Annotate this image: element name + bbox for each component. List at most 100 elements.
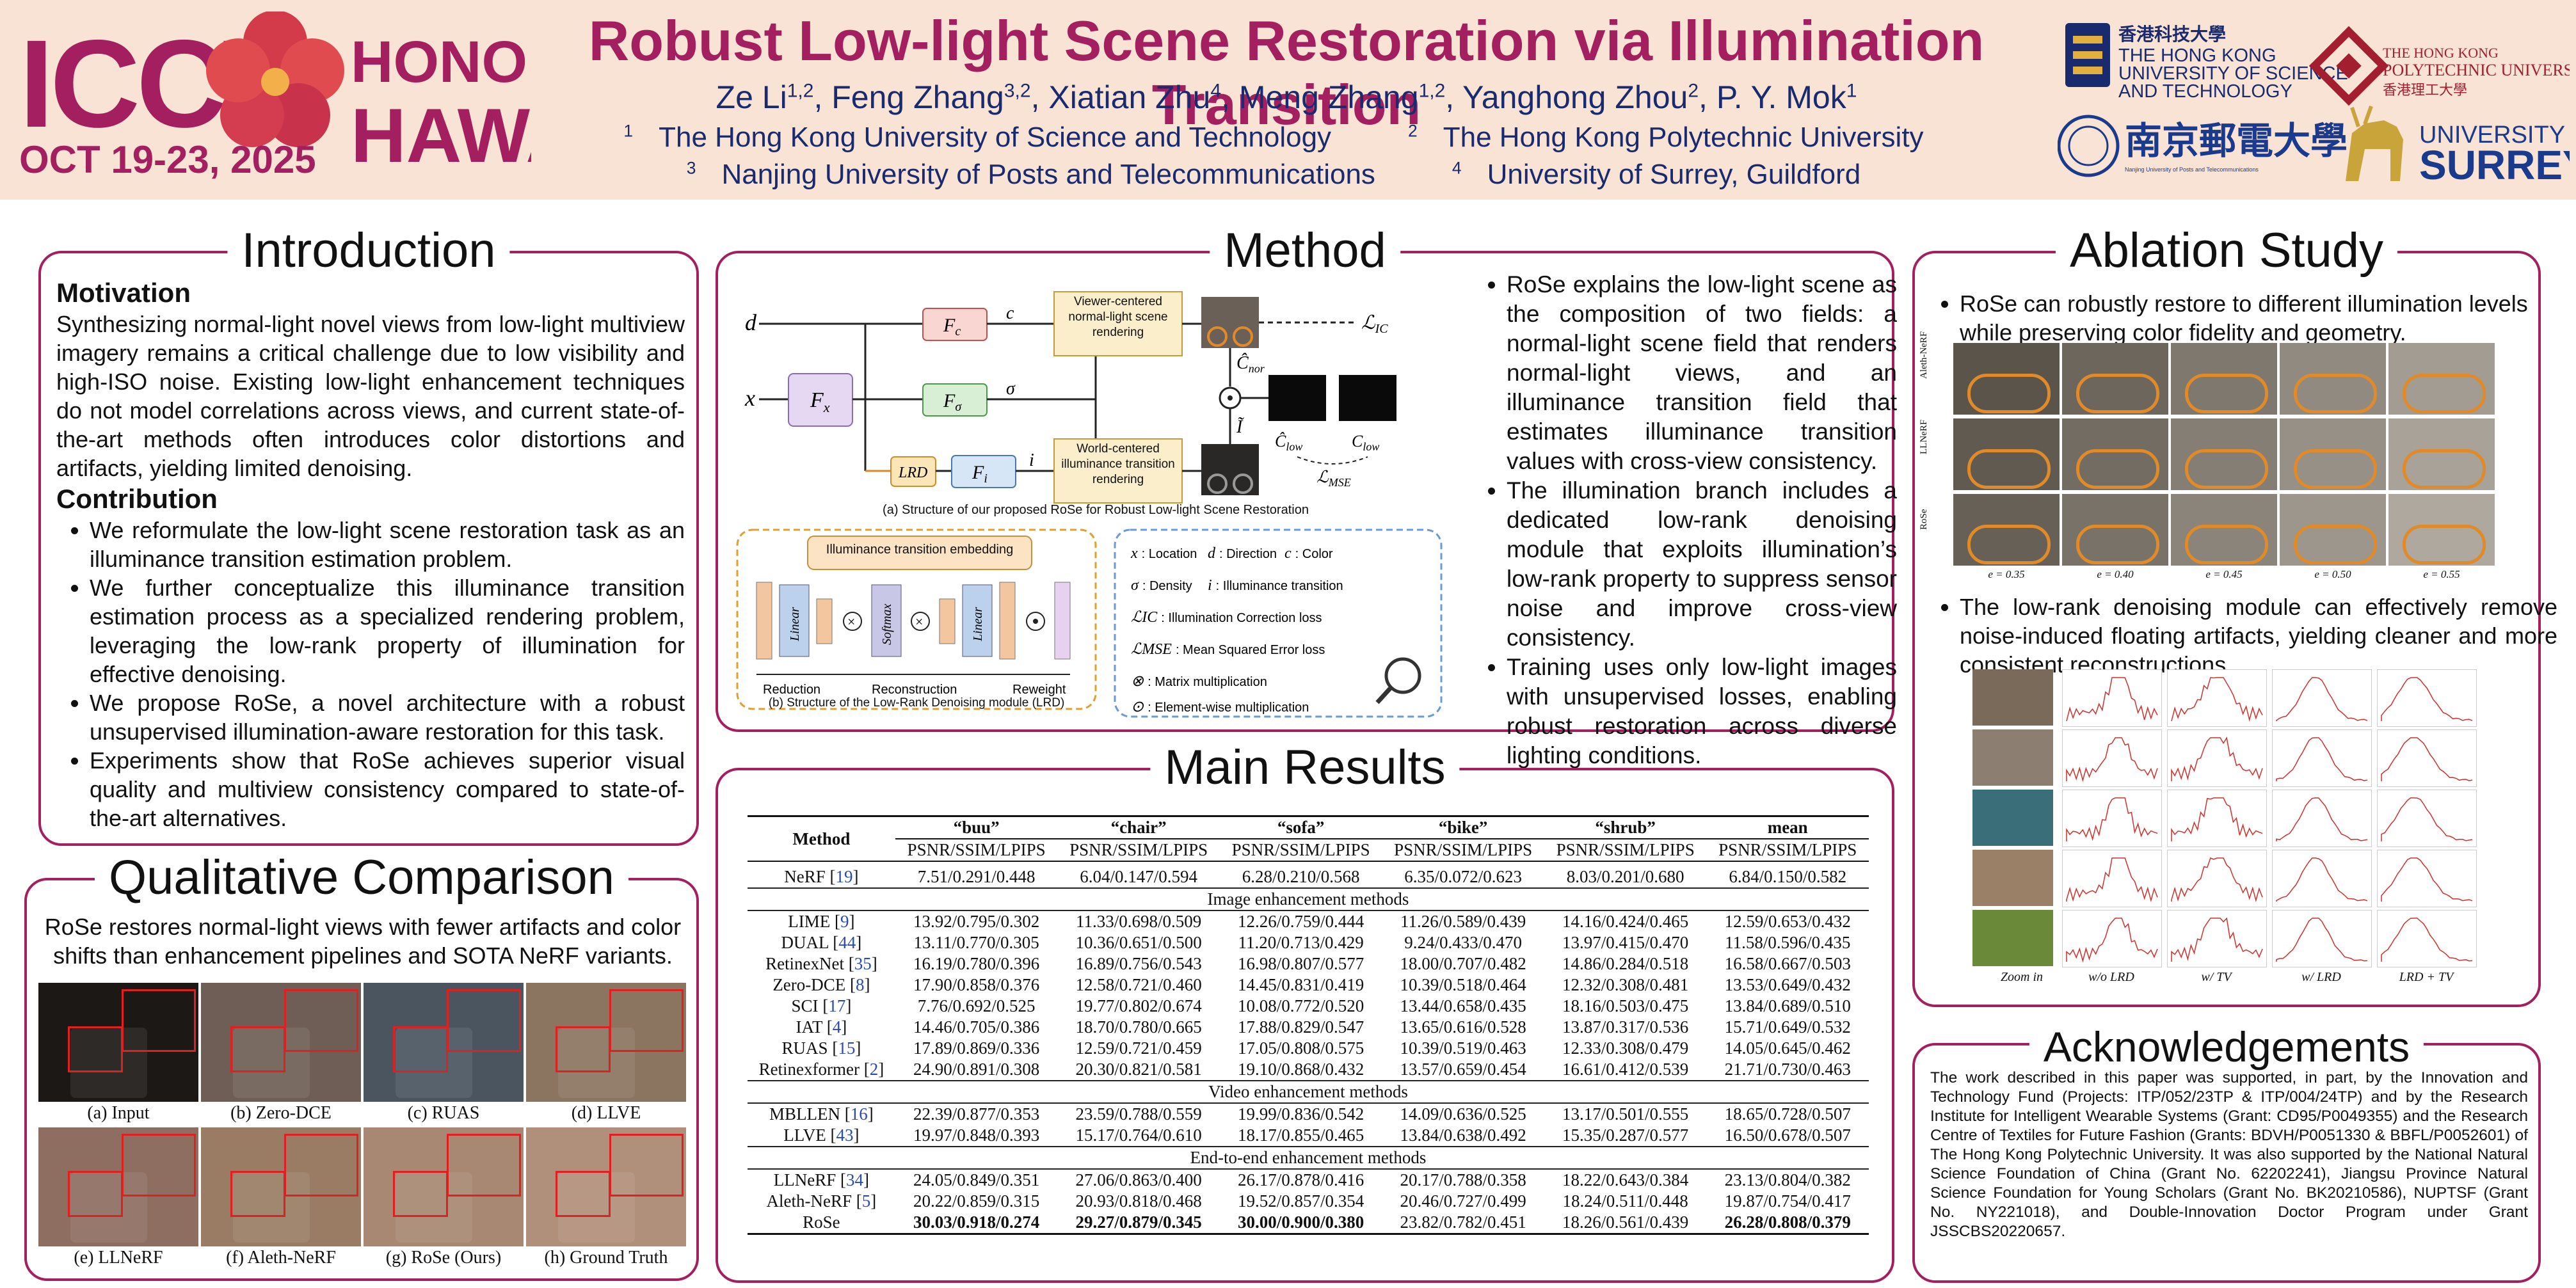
zoom-box	[284, 1134, 358, 1197]
table-cell: 19.87/0.754/0.417	[1724, 1191, 1851, 1211]
svg-text:THE HONG KONG: THE HONG KONG	[2383, 45, 2499, 61]
table-cell: 24.90/0.891/0.308	[913, 1060, 1040, 1079]
table-cell: 11.26/0.589/0.439	[1400, 912, 1526, 931]
svg-text:ℒMSE: ℒMSE	[1316, 468, 1351, 489]
bike-shape	[2076, 374, 2159, 413]
contribution-heading: Contribution	[56, 484, 218, 514]
citation-link[interactable]: 34	[846, 1170, 864, 1189]
qualitative-title: Qualitative Comparison	[95, 847, 628, 909]
svg-text:Fi: Fi	[972, 462, 988, 486]
table-cell: 6.35/0.072/0.623	[1404, 867, 1523, 886]
table-method-cell: LIME [9]	[788, 912, 855, 931]
metric-header: PSNR/SSIM/LPIPS	[1231, 840, 1370, 859]
citation-link[interactable]: 2	[869, 1060, 879, 1079]
author: Meng Zhang1,2	[1239, 79, 1445, 115]
poster-title: Robust Low-light Scene Restoration via I…	[588, 9, 1985, 136]
table-row: RoSe 30.03/0.918/0.274 29.27/0.879/0.345 30…	[748, 1212, 1869, 1234]
svg-text:Ĩ: Ĩ	[1236, 417, 1244, 437]
table-cell: 17.05/0.808/0.575	[1238, 1038, 1364, 1058]
table-section-label: Image enhancement methods	[748, 887, 1869, 911]
svg-text:Ĉlow: Ĉlow	[1275, 432, 1302, 453]
citation-link[interactable]: 4	[832, 1017, 842, 1037]
svg-text:Reweight: Reweight	[1012, 683, 1066, 697]
ablation-image	[2171, 494, 2277, 566]
ablation-image	[2388, 494, 2495, 566]
method-panel: Method d x Fx LRD Fc Fσ Fi c σ	[716, 220, 1897, 768]
table-cell: 6.84/0.150/0.582	[1729, 867, 1847, 886]
zoom-box	[68, 1171, 123, 1217]
contribution-list: We reformulate the low-light scene resto…	[56, 516, 685, 832]
ablation-image	[2388, 418, 2495, 490]
comparison-image	[38, 983, 198, 1102]
table-cell: 13.87/0.317/0.536	[1562, 1017, 1689, 1037]
table-cell: 8.03/0.201/0.680	[1566, 867, 1684, 886]
method-bullet: The illumination branch includes a dedic…	[1507, 476, 1897, 653]
table-method-cell: MBLLEN [16]	[769, 1104, 874, 1124]
density-plot	[2062, 850, 2162, 907]
table-cell: 10.36/0.651/0.500	[1075, 933, 1202, 952]
motivation-heading: Motivation	[56, 278, 191, 308]
citation-link[interactable]: 35	[854, 954, 872, 973]
acknowledgements-text: The work described in this paper was sup…	[1930, 1069, 2528, 1240]
poster-header: ICCV HONOLULU HAWAII OCT 19-23, 2025 Rob…	[0, 0, 2576, 200]
author-name: P. Y. Mok	[1716, 79, 1846, 115]
comparison-caption: (d) LLVE	[571, 1103, 641, 1123]
density-curve	[2066, 857, 2158, 903]
table-cell: 16.50/0.678/0.507	[1724, 1125, 1851, 1145]
svg-text:AND TECHNOLOGY: AND TECHNOLOGY	[2118, 81, 2292, 102]
table-cell: 16.98/0.807/0.577	[1238, 954, 1364, 973]
affiliation: 2 The Hong Kong Polytechnic University	[1408, 121, 1924, 153]
lrd-column-label: w/ TV	[2201, 970, 2232, 984]
author-list: Ze Li1,2, Feng Zhang3,2, Xiatian Zhu4, M…	[716, 79, 1857, 115]
author: Feng Zhang3,2	[831, 79, 1030, 115]
density-curve	[2381, 677, 2473, 721]
comparison-image	[201, 1127, 361, 1246]
author-name: Ze Li	[716, 79, 787, 115]
citation-link[interactable]: 9	[840, 912, 849, 931]
table-cell: 30.03/0.918/0.274	[913, 1212, 1040, 1232]
citation-link[interactable]: 43	[836, 1125, 854, 1145]
ablation-image	[1953, 418, 2060, 490]
svg-text:x: x	[744, 385, 755, 411]
table-section-label: End-to-end enhancement methods	[748, 1146, 1869, 1170]
table-cell: 11.33/0.698/0.509	[1075, 912, 1202, 931]
bike-shape	[2076, 449, 2159, 489]
author-affiliation-mark: 2	[1688, 80, 1699, 101]
zoom-box	[122, 1134, 196, 1197]
table-cell: 20.93/0.818/0.468	[1075, 1191, 1202, 1211]
qualitative-grid: (a) Input (b) Zero-DCE (c) RUAS (d) LLVE (e)…	[38, 983, 689, 1277]
scene-chair	[558, 1172, 635, 1243]
e-level-label: e = 0.35	[1988, 568, 2025, 580]
legend-item: ℒMSE : Mean Squared Error loss	[1131, 641, 1325, 658]
ablation-image	[2062, 418, 2168, 490]
e-level-label: e = 0.50	[2314, 568, 2351, 580]
table-cell: 21.71/0.730/0.463	[1724, 1060, 1851, 1079]
table-cell: 19.77/0.802/0.674	[1075, 996, 1202, 1015]
svg-text:σ: σ	[1006, 379, 1016, 399]
citation-link[interactable]: 17	[828, 996, 846, 1015]
citation-link[interactable]: 15	[838, 1038, 856, 1058]
citation-link[interactable]: 19	[835, 867, 853, 886]
hibiscus-icon	[206, 12, 344, 147]
method-bullets: RoSe explains the low-light scene as the…	[1473, 270, 1897, 770]
citation-link[interactable]: 5	[861, 1191, 871, 1211]
table-method-cell: RoSe	[803, 1212, 840, 1232]
density-plot	[2167, 669, 2267, 727]
svg-text:Nanjing University of Posts an: Nanjing University of Posts and Telecomm…	[2125, 166, 2259, 173]
citation-link[interactable]: 16	[850, 1104, 868, 1124]
affiliation: 1 The Hong Kong University of Science and…	[623, 121, 1332, 153]
table-cell: 18.70/0.780/0.665	[1075, 1017, 1202, 1037]
method-column-header: Method	[792, 829, 851, 848]
table-cell: 13.53/0.649/0.432	[1724, 975, 1851, 994]
university-logos: 香港科技大學 THE HONG KONG UNIVERSITY OF SCIEN…	[2058, 23, 2570, 188]
density-plot	[2272, 729, 2372, 787]
table-cell: 19.52/0.857/0.354	[1238, 1191, 1364, 1211]
lrd-blocks: Linear × Softmax × Linear	[756, 582, 1071, 660]
citation-link[interactable]: 8	[856, 975, 865, 994]
svg-text:南京郵電大學: 南京郵電大學	[2125, 119, 2348, 163]
ablation-panel: Ablation Study RoSe can robustly restore…	[1912, 220, 2557, 1007]
table-cell: 13.92/0.795/0.302	[913, 912, 1040, 931]
results-title: Main Results	[1150, 737, 1460, 799]
table-cell: 13.11/0.770/0.305	[913, 933, 1039, 952]
citation-link[interactable]: 44	[838, 933, 856, 952]
